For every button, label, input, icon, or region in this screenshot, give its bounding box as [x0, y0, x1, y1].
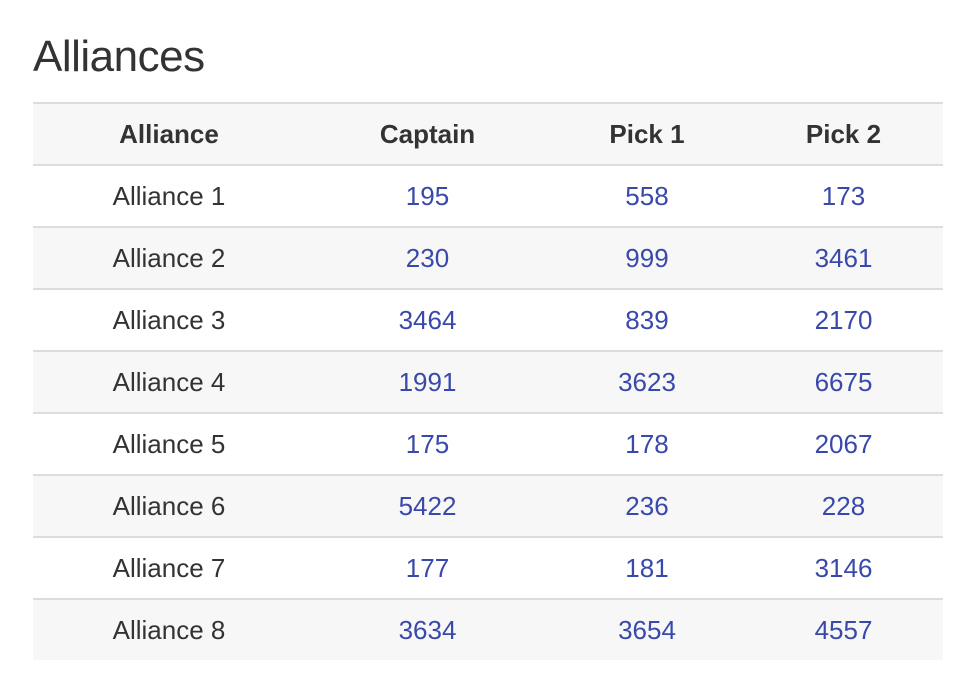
pick-2-team-link[interactable]: 173 — [821, 180, 866, 211]
header-row: Alliance Captain Pick 1 Pick 2 — [33, 103, 943, 165]
pick-1-cell: 839 — [550, 289, 744, 351]
pick-2-cell: 6675 — [744, 351, 943, 413]
alliance-name-cell: Alliance 6 — [112, 490, 226, 521]
captain-cell: 230 — [305, 227, 550, 289]
header-captain: Captain — [379, 118, 476, 149]
captain-team-link[interactable]: 177 — [405, 552, 450, 583]
pick-2-cell: 228 — [744, 475, 943, 537]
captain-cell: 1991 — [305, 351, 550, 413]
pick-2-cell: 2067 — [744, 413, 943, 475]
table-row: Alliance 3 3464 839 2170 — [33, 289, 943, 351]
alliance-name-cell: Alliance 1 — [112, 180, 226, 211]
table-header: Alliance Captain Pick 1 Pick 2 — [33, 103, 943, 165]
pick-2-cell: 3461 — [744, 227, 943, 289]
pick-1-team-link[interactable]: 181 — [625, 552, 669, 583]
alliance-name-cell: Alliance 3 — [112, 304, 226, 335]
alliance-name-cell: Alliance 5 — [112, 428, 226, 459]
pick-2-team-link[interactable]: 3146 — [814, 552, 873, 583]
pick-1-team-link[interactable]: 236 — [625, 490, 669, 521]
pick-1-team-link[interactable]: 999 — [625, 242, 669, 273]
pick-1-team-link[interactable]: 558 — [625, 180, 669, 211]
captain-cell: 5422 — [305, 475, 550, 537]
captain-team-link[interactable]: 3634 — [398, 614, 457, 645]
page-title: Alliances — [33, 32, 205, 81]
captain-team-link[interactable]: 5422 — [398, 490, 457, 521]
pick-1-cell: 236 — [550, 475, 744, 537]
captain-team-link[interactable]: 230 — [405, 242, 450, 273]
pick-1-cell: 558 — [550, 165, 744, 227]
pick-2-team-link[interactable]: 4557 — [814, 614, 873, 645]
header-alliance: Alliance — [119, 118, 219, 149]
alliance-name-cell: Alliance 2 — [112, 242, 226, 273]
table-row: Alliance 7 177 181 3146 — [33, 537, 943, 599]
pick-1-team-link[interactable]: 839 — [625, 304, 669, 335]
pick-1-cell: 178 — [550, 413, 744, 475]
table-row: Alliance 5 175 178 2067 — [33, 413, 943, 475]
pick-2-team-link[interactable]: 6675 — [814, 366, 873, 397]
pick-2-team-link[interactable]: 3461 — [814, 242, 873, 273]
captain-cell: 3464 — [305, 289, 550, 351]
captain-cell: 175 — [305, 413, 550, 475]
table-row: Alliance 2 230 999 3461 — [33, 227, 943, 289]
captain-cell: 3634 — [305, 599, 550, 660]
alliances-table: Alliance Captain Pick 1 Pick 2 Alliance … — [33, 102, 943, 660]
pick-2-cell: 3146 — [744, 537, 943, 599]
pick-2-team-link[interactable]: 2067 — [814, 428, 873, 459]
pick-2-cell: 173 — [744, 165, 943, 227]
table-row: Alliance 8 3634 3654 4557 — [33, 599, 943, 660]
pick-1-cell: 3654 — [550, 599, 744, 660]
pick-1-team-link[interactable]: 3654 — [618, 614, 676, 645]
alliance-name-cell: Alliance 4 — [112, 366, 226, 397]
pick-1-team-link[interactable]: 178 — [625, 428, 669, 459]
captain-team-link[interactable]: 3464 — [398, 304, 457, 335]
alliance-name-cell: Alliance 8 — [112, 614, 226, 645]
alliances-table-container: Alliance Captain Pick 1 Pick 2 Alliance … — [33, 102, 943, 660]
table-row: Alliance 6 5422 236 228 — [33, 475, 943, 537]
table-row: Alliance 1 195 558 173 — [33, 165, 943, 227]
pick-2-team-link[interactable]: 228 — [821, 490, 866, 521]
table-row: Alliance 4 1991 3623 6675 — [33, 351, 943, 413]
pick-2-team-link[interactable]: 2170 — [814, 304, 873, 335]
captain-team-link[interactable]: 1991 — [398, 366, 457, 397]
captain-cell: 177 — [305, 537, 550, 599]
pick-2-cell: 2170 — [744, 289, 943, 351]
captain-cell: 195 — [305, 165, 550, 227]
table-body: Alliance 1 195 558 173 Alliance 2 230 99… — [33, 165, 943, 660]
alliance-name-cell: Alliance 7 — [112, 552, 226, 583]
pick-1-team-link[interactable]: 3623 — [618, 366, 676, 397]
pick-2-cell: 4557 — [744, 599, 943, 660]
captain-team-link[interactable]: 175 — [405, 428, 450, 459]
pick-1-cell: 181 — [550, 537, 744, 599]
pick-1-cell: 999 — [550, 227, 744, 289]
header-pick-1: Pick 1 — [609, 118, 685, 149]
header-pick-2: Pick 2 — [805, 118, 882, 149]
pick-1-cell: 3623 — [550, 351, 744, 413]
captain-team-link[interactable]: 195 — [405, 180, 450, 211]
